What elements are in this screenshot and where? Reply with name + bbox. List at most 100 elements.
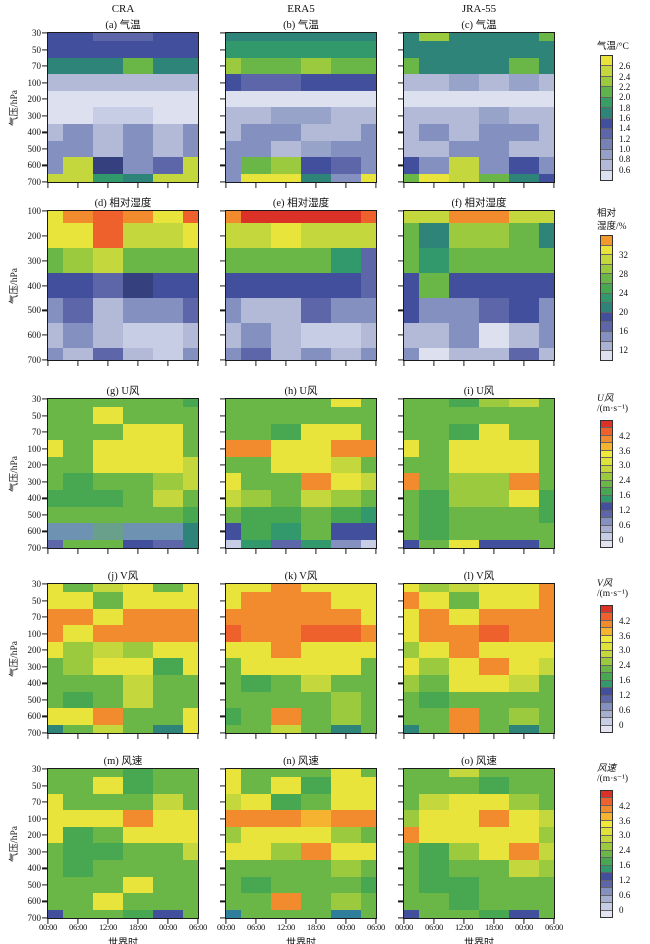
y-tick-label: 600: [27, 896, 42, 907]
panel-title: (a) 气温: [105, 20, 141, 31]
heatmap-cell: [153, 33, 183, 42]
y-tick-label: 700: [27, 913, 42, 923]
heatmap-cell: [63, 490, 93, 507]
y-axis-tick: [397, 599, 403, 602]
y-axis-tick: [219, 32, 225, 34]
heatmap-cell: [539, 810, 554, 827]
heatmap-cell: [404, 74, 419, 91]
y-axis-tick: [397, 633, 403, 635]
heatmap-cell: [123, 107, 153, 125]
y-axis-tick: [219, 867, 225, 869]
colorbar-tick-label: 1.6: [619, 490, 631, 501]
heatmap-cell: [539, 608, 554, 626]
heatmap-cell: [419, 90, 449, 108]
heatmap-cell: [404, 211, 419, 224]
heatmap-cell: [183, 74, 198, 91]
heatmap-cell: [48, 539, 63, 548]
heatmap-cell: [93, 33, 123, 42]
colorbar-segment: [601, 244, 612, 255]
y-axis-tick: [219, 431, 225, 433]
heatmap-cell: [93, 140, 123, 158]
colorbar-title: /(m·s⁻¹): [597, 774, 629, 784]
heatmap-cell: [361, 810, 376, 827]
y-axis-tick: [41, 666, 47, 668]
heatmap-cell: [153, 506, 183, 524]
heatmap-cell: [93, 691, 123, 709]
x-axis-tick: [137, 734, 139, 740]
x-axis-tick: [167, 183, 169, 189]
heatmap-cell: [93, 41, 123, 58]
x-axis-tick: [493, 734, 495, 740]
y-axis-tick: [41, 164, 47, 167]
y-axis-tick: [219, 715, 225, 718]
heatmap-cell: [479, 658, 509, 676]
heatmap-plot: 30 50 70 100 200 300 400 500 600 700 00:00 06:00 12:…: [28, 764, 208, 932]
heatmap-cell: [479, 523, 509, 540]
heatmap-cell: [539, 157, 554, 174]
heatmap-cell: [153, 893, 183, 910]
heatmap-cell: [183, 539, 198, 548]
colorbar-segment: [601, 864, 612, 873]
heatmap-cell: [404, 41, 419, 58]
heatmap-cell: [63, 608, 93, 626]
colorbar-segment: [601, 524, 612, 533]
heatmap-cell: [301, 173, 331, 182]
heatmap-cell: [479, 876, 509, 894]
colorbar-segment: [601, 434, 612, 443]
y-axis-tick: [219, 115, 225, 117]
y-tick-label: 70: [32, 612, 41, 623]
x-tick-label: 00:00: [514, 922, 534, 932]
heatmap-cell: [539, 124, 554, 141]
y-axis-tick: [41, 547, 47, 549]
x-axis-tick: [433, 734, 435, 740]
heatmap-cell: [361, 248, 376, 274]
x-axis-tick: [493, 361, 495, 367]
colorbar-segment: [601, 292, 612, 303]
x-axis-tick: [403, 919, 405, 925]
x-axis-tick: [197, 361, 199, 367]
heatmap-cell: [419, 273, 449, 298]
y-tick-label: 500: [27, 694, 42, 705]
heatmap-cell: [404, 584, 419, 593]
heatmap-cell: [479, 223, 509, 249]
heatmap-cell: [404, 893, 419, 910]
heatmap-cell: [479, 708, 509, 725]
y-axis-tick: [219, 834, 225, 836]
colorbar-segment: [601, 702, 612, 710]
x-axis-tick: [493, 183, 495, 189]
heatmap-cell: [404, 860, 419, 877]
heatmap-cell: [226, 584, 241, 593]
heatmap-cell: [301, 843, 331, 861]
heatmap-cell: [449, 675, 479, 692]
colorbar-tick-label: 32: [619, 250, 628, 261]
heatmap-cell: [271, 223, 301, 249]
heatmap-cell: [404, 407, 419, 424]
heatmap-cell: [331, 777, 361, 794]
heatmap-cell: [419, 826, 449, 844]
colorbar-segment: [601, 709, 612, 718]
colorbar-segment: [601, 612, 612, 620]
heatmap-cell: [331, 347, 361, 360]
heatmap-cell: [48, 90, 63, 108]
heatmap-cell: [301, 473, 331, 491]
x-axis-tick: [137, 183, 139, 189]
heatmap-cell: [63, 33, 93, 42]
x-axis-tick: [345, 734, 347, 740]
colorbar-segment: [601, 340, 612, 351]
x-axis-tick: [493, 549, 495, 555]
y-axis-tick: [397, 181, 403, 183]
y-axis-tick: [41, 633, 47, 635]
heatmap-cell: [183, 124, 198, 141]
heatmap-cell: [183, 826, 198, 844]
x-axis-tick: [77, 919, 79, 925]
heatmap-cell: [123, 608, 153, 626]
heatmap-cell: [331, 843, 361, 861]
colorbar-segment: [601, 842, 612, 850]
heatmap-cell: [361, 506, 376, 524]
x-axis-tick: [107, 734, 109, 740]
heatmap-cell: [271, 826, 301, 844]
heatmap-cell: [509, 223, 539, 249]
heatmap-cell: [331, 724, 361, 733]
x-axis-tick: [137, 919, 139, 925]
heatmap-cell: [361, 399, 376, 408]
